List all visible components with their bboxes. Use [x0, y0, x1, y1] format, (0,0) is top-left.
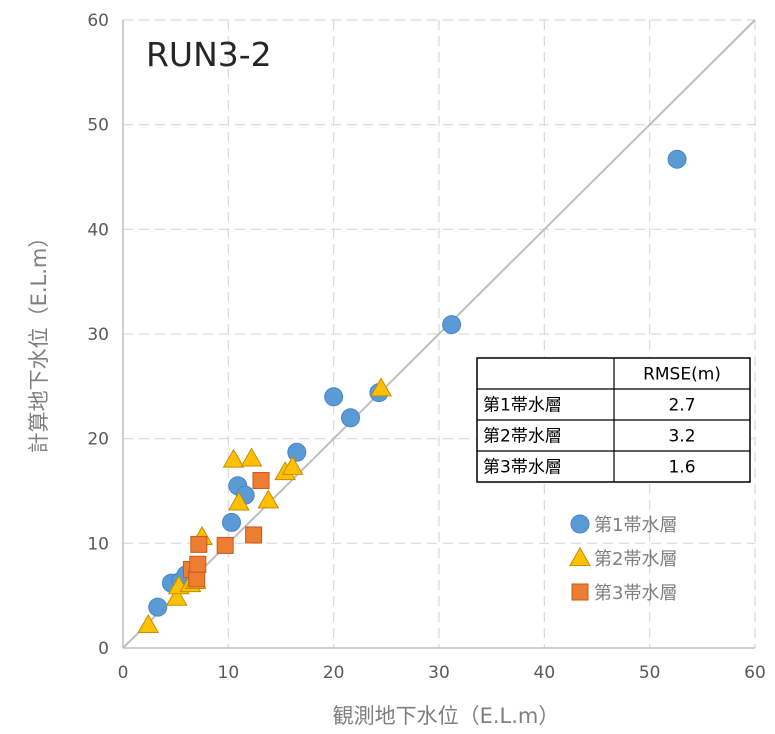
data-point-circle — [324, 387, 344, 407]
legend-marker-square — [571, 583, 589, 601]
data-point-triangle — [240, 447, 263, 467]
data-point-circle — [287, 442, 307, 462]
data-point-square — [216, 536, 234, 554]
y-tick-label: 30 — [87, 325, 109, 345]
rmse-table: RMSE(m) 第1帯水層 2.7 第2帯水層 3.2 第3帯水層 1.6 — [476, 357, 751, 483]
x-tick-label: 50 — [639, 663, 661, 683]
data-point-circle — [667, 149, 687, 169]
data-point-square — [252, 472, 270, 490]
y-axis-title: 計算地下水位（E.L.m） — [27, 227, 51, 454]
rmse-table-layer-name: 第1帯水層 — [483, 396, 562, 416]
chart-title: RUN3-2 — [146, 35, 272, 74]
x-axis-title: 観測地下水位（E.L.m） — [333, 704, 560, 728]
data-point-circle — [341, 408, 361, 428]
y-tick-label: 0 — [98, 639, 109, 659]
legend-marker-circle — [570, 514, 590, 534]
rmse-table-header-cell: RMSE(m) — [643, 365, 721, 385]
data-point-triangle — [222, 448, 245, 468]
rmse-table-layer-name: 第3帯水層 — [483, 458, 562, 478]
rmse-table-value: 1.6 — [668, 458, 695, 478]
data-points — [137, 149, 687, 633]
data-point-square — [188, 570, 206, 588]
x-tick-label: 0 — [118, 663, 129, 683]
series-3-points — [182, 472, 270, 588]
data-point-triangle — [228, 491, 250, 511]
data-point-triangle — [165, 586, 188, 606]
data-point-square — [190, 535, 208, 553]
legend-marker-triangle — [569, 546, 591, 566]
y-tick-labels: 0 10 20 30 40 50 60 — [87, 11, 109, 659]
data-point-circle — [221, 512, 241, 532]
x-tick-label: 20 — [323, 663, 345, 683]
series-2-points — [137, 377, 392, 633]
rmse-table-value: 2.7 — [668, 396, 695, 416]
data-point-triangle — [257, 489, 280, 509]
x-tick-label: 60 — [744, 663, 766, 683]
data-point-triangle — [137, 613, 160, 633]
rmse-table-layer-name: 第2帯水層 — [483, 427, 562, 447]
grid-lines — [123, 19, 756, 648]
x-tick-labels: 0 10 20 30 40 50 60 — [118, 663, 766, 683]
legend-label: 第3帯水層 — [594, 583, 677, 604]
data-point-square — [245, 526, 263, 544]
y-tick-label: 50 — [87, 116, 109, 136]
y-tick-label: 10 — [87, 534, 109, 554]
rmse-table-value: 3.2 — [668, 427, 695, 447]
data-point-triangle — [370, 377, 392, 397]
y-tick-label: 60 — [87, 11, 109, 31]
data-point-circle — [442, 315, 462, 335]
x-tick-label: 10 — [218, 663, 240, 683]
data-point-circle — [148, 597, 168, 617]
legend-label: 第1帯水層 — [594, 515, 677, 536]
x-tick-label: 40 — [534, 663, 556, 683]
data-point-triangle — [281, 455, 304, 475]
legend-label: 第2帯水層 — [594, 549, 677, 570]
x-tick-label: 30 — [428, 663, 450, 683]
y-tick-label: 20 — [87, 430, 109, 450]
y-tick-label: 40 — [87, 220, 109, 240]
data-point-square — [189, 555, 207, 573]
